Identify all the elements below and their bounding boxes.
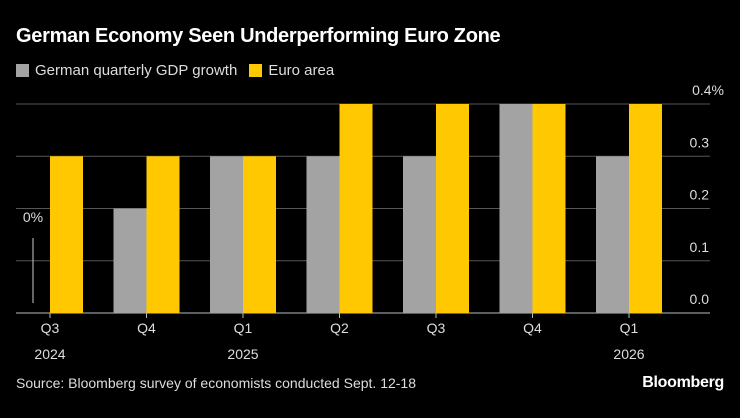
bar-euro [146, 156, 180, 313]
legend-label-euro: Euro area [268, 62, 335, 79]
y-tick-label: 0.0 [690, 291, 710, 307]
bar-euro [436, 104, 469, 313]
x-tick-label: Q3 [41, 320, 60, 336]
y-tick-label: 0.2 [690, 187, 710, 203]
x-tick-label: Q1 [620, 320, 639, 336]
legend: German quarterly GDP growth Euro area [16, 62, 346, 79]
legend-swatch-german [16, 64, 29, 77]
bloomberg-logo: Bloomberg [642, 374, 724, 391]
bar-german [306, 156, 340, 313]
bar-german [403, 156, 436, 313]
legend-item-euro: Euro area [249, 62, 334, 79]
bar-german [499, 104, 533, 313]
chart-title: German Economy Seen Underperforming Euro… [16, 25, 501, 47]
bar-euro [532, 104, 566, 313]
source-note: Source: Bloomberg survey of economists c… [16, 375, 416, 391]
legend-swatch-euro [249, 64, 263, 77]
bar-euro [629, 104, 662, 313]
legend-label-german: German quarterly GDP growth [35, 62, 238, 79]
x-tick-label: Q2 [330, 320, 349, 336]
x-tick-label: 2026 [613, 346, 644, 362]
x-tick-label: Q3 [427, 320, 446, 336]
x-tick-label: 2024 [34, 346, 65, 362]
y-tick-label: 0.4% [692, 82, 724, 98]
x-tick-label: Q4 [523, 320, 542, 336]
y-tick-label: 0.3 [690, 134, 710, 150]
x-tick-label: 2025 [227, 346, 258, 362]
bar-euro [243, 156, 276, 313]
bar-german [113, 208, 147, 313]
bar-euro [50, 156, 83, 313]
x-tick-label: Q4 [137, 320, 156, 336]
bar-german [210, 156, 243, 313]
y-tick-label: 0.1 [690, 239, 710, 255]
annotation-zero-label: 0% [23, 209, 43, 225]
x-tick-label: Q1 [234, 320, 253, 336]
legend-item-german: German quarterly GDP growth [16, 62, 237, 79]
bar-euro [339, 104, 373, 313]
bar-german [596, 156, 629, 313]
